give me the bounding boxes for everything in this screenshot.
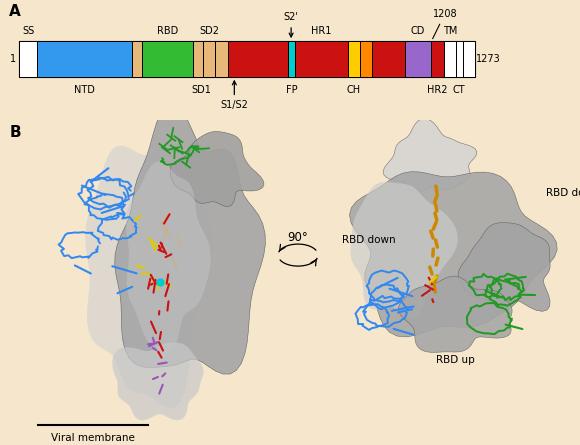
FancyBboxPatch shape	[348, 41, 360, 77]
Text: S2': S2'	[284, 12, 299, 37]
FancyBboxPatch shape	[227, 41, 288, 77]
Text: SD2: SD2	[200, 26, 219, 36]
Text: CD: CD	[411, 26, 425, 36]
FancyBboxPatch shape	[19, 41, 475, 77]
Text: B: B	[10, 125, 21, 140]
Text: RBD down: RBD down	[546, 188, 580, 198]
FancyBboxPatch shape	[203, 41, 215, 77]
Text: TM: TM	[443, 26, 457, 36]
Text: S1/S2: S1/S2	[220, 81, 248, 110]
Polygon shape	[398, 276, 512, 352]
Text: RBD down: RBD down	[342, 235, 396, 245]
Text: SS: SS	[22, 26, 34, 36]
Text: HR1: HR1	[311, 26, 332, 36]
Text: 1273: 1273	[476, 54, 501, 64]
Text: RBD: RBD	[157, 26, 178, 36]
Text: SD1: SD1	[191, 85, 211, 94]
Text: 1: 1	[10, 54, 16, 64]
FancyBboxPatch shape	[456, 41, 463, 77]
Polygon shape	[115, 105, 265, 374]
Text: CT: CT	[453, 85, 466, 94]
Text: CH: CH	[347, 85, 361, 94]
FancyBboxPatch shape	[372, 41, 405, 77]
Text: RBD up: RBD up	[436, 355, 474, 365]
Text: 1208: 1208	[433, 9, 457, 39]
FancyBboxPatch shape	[193, 41, 203, 77]
Text: 90°: 90°	[288, 231, 309, 243]
Text: Viral membrane: Viral membrane	[51, 433, 135, 443]
Polygon shape	[85, 144, 213, 409]
Text: A: A	[9, 4, 20, 20]
FancyBboxPatch shape	[132, 41, 142, 77]
FancyBboxPatch shape	[295, 41, 348, 77]
Polygon shape	[126, 161, 211, 353]
Text: FP: FP	[285, 85, 297, 94]
Text: HR2: HR2	[427, 85, 448, 94]
FancyBboxPatch shape	[288, 41, 295, 77]
FancyBboxPatch shape	[142, 41, 193, 77]
FancyBboxPatch shape	[19, 41, 37, 77]
Polygon shape	[113, 342, 204, 421]
Polygon shape	[350, 172, 557, 337]
FancyBboxPatch shape	[360, 41, 372, 77]
Polygon shape	[383, 119, 477, 193]
FancyBboxPatch shape	[463, 41, 475, 77]
FancyBboxPatch shape	[37, 41, 132, 77]
FancyBboxPatch shape	[215, 41, 227, 77]
Polygon shape	[170, 132, 264, 206]
FancyBboxPatch shape	[444, 41, 456, 77]
FancyBboxPatch shape	[432, 41, 444, 77]
Polygon shape	[458, 222, 550, 312]
FancyBboxPatch shape	[405, 41, 432, 77]
Text: NTD: NTD	[74, 85, 95, 94]
Polygon shape	[350, 182, 458, 319]
